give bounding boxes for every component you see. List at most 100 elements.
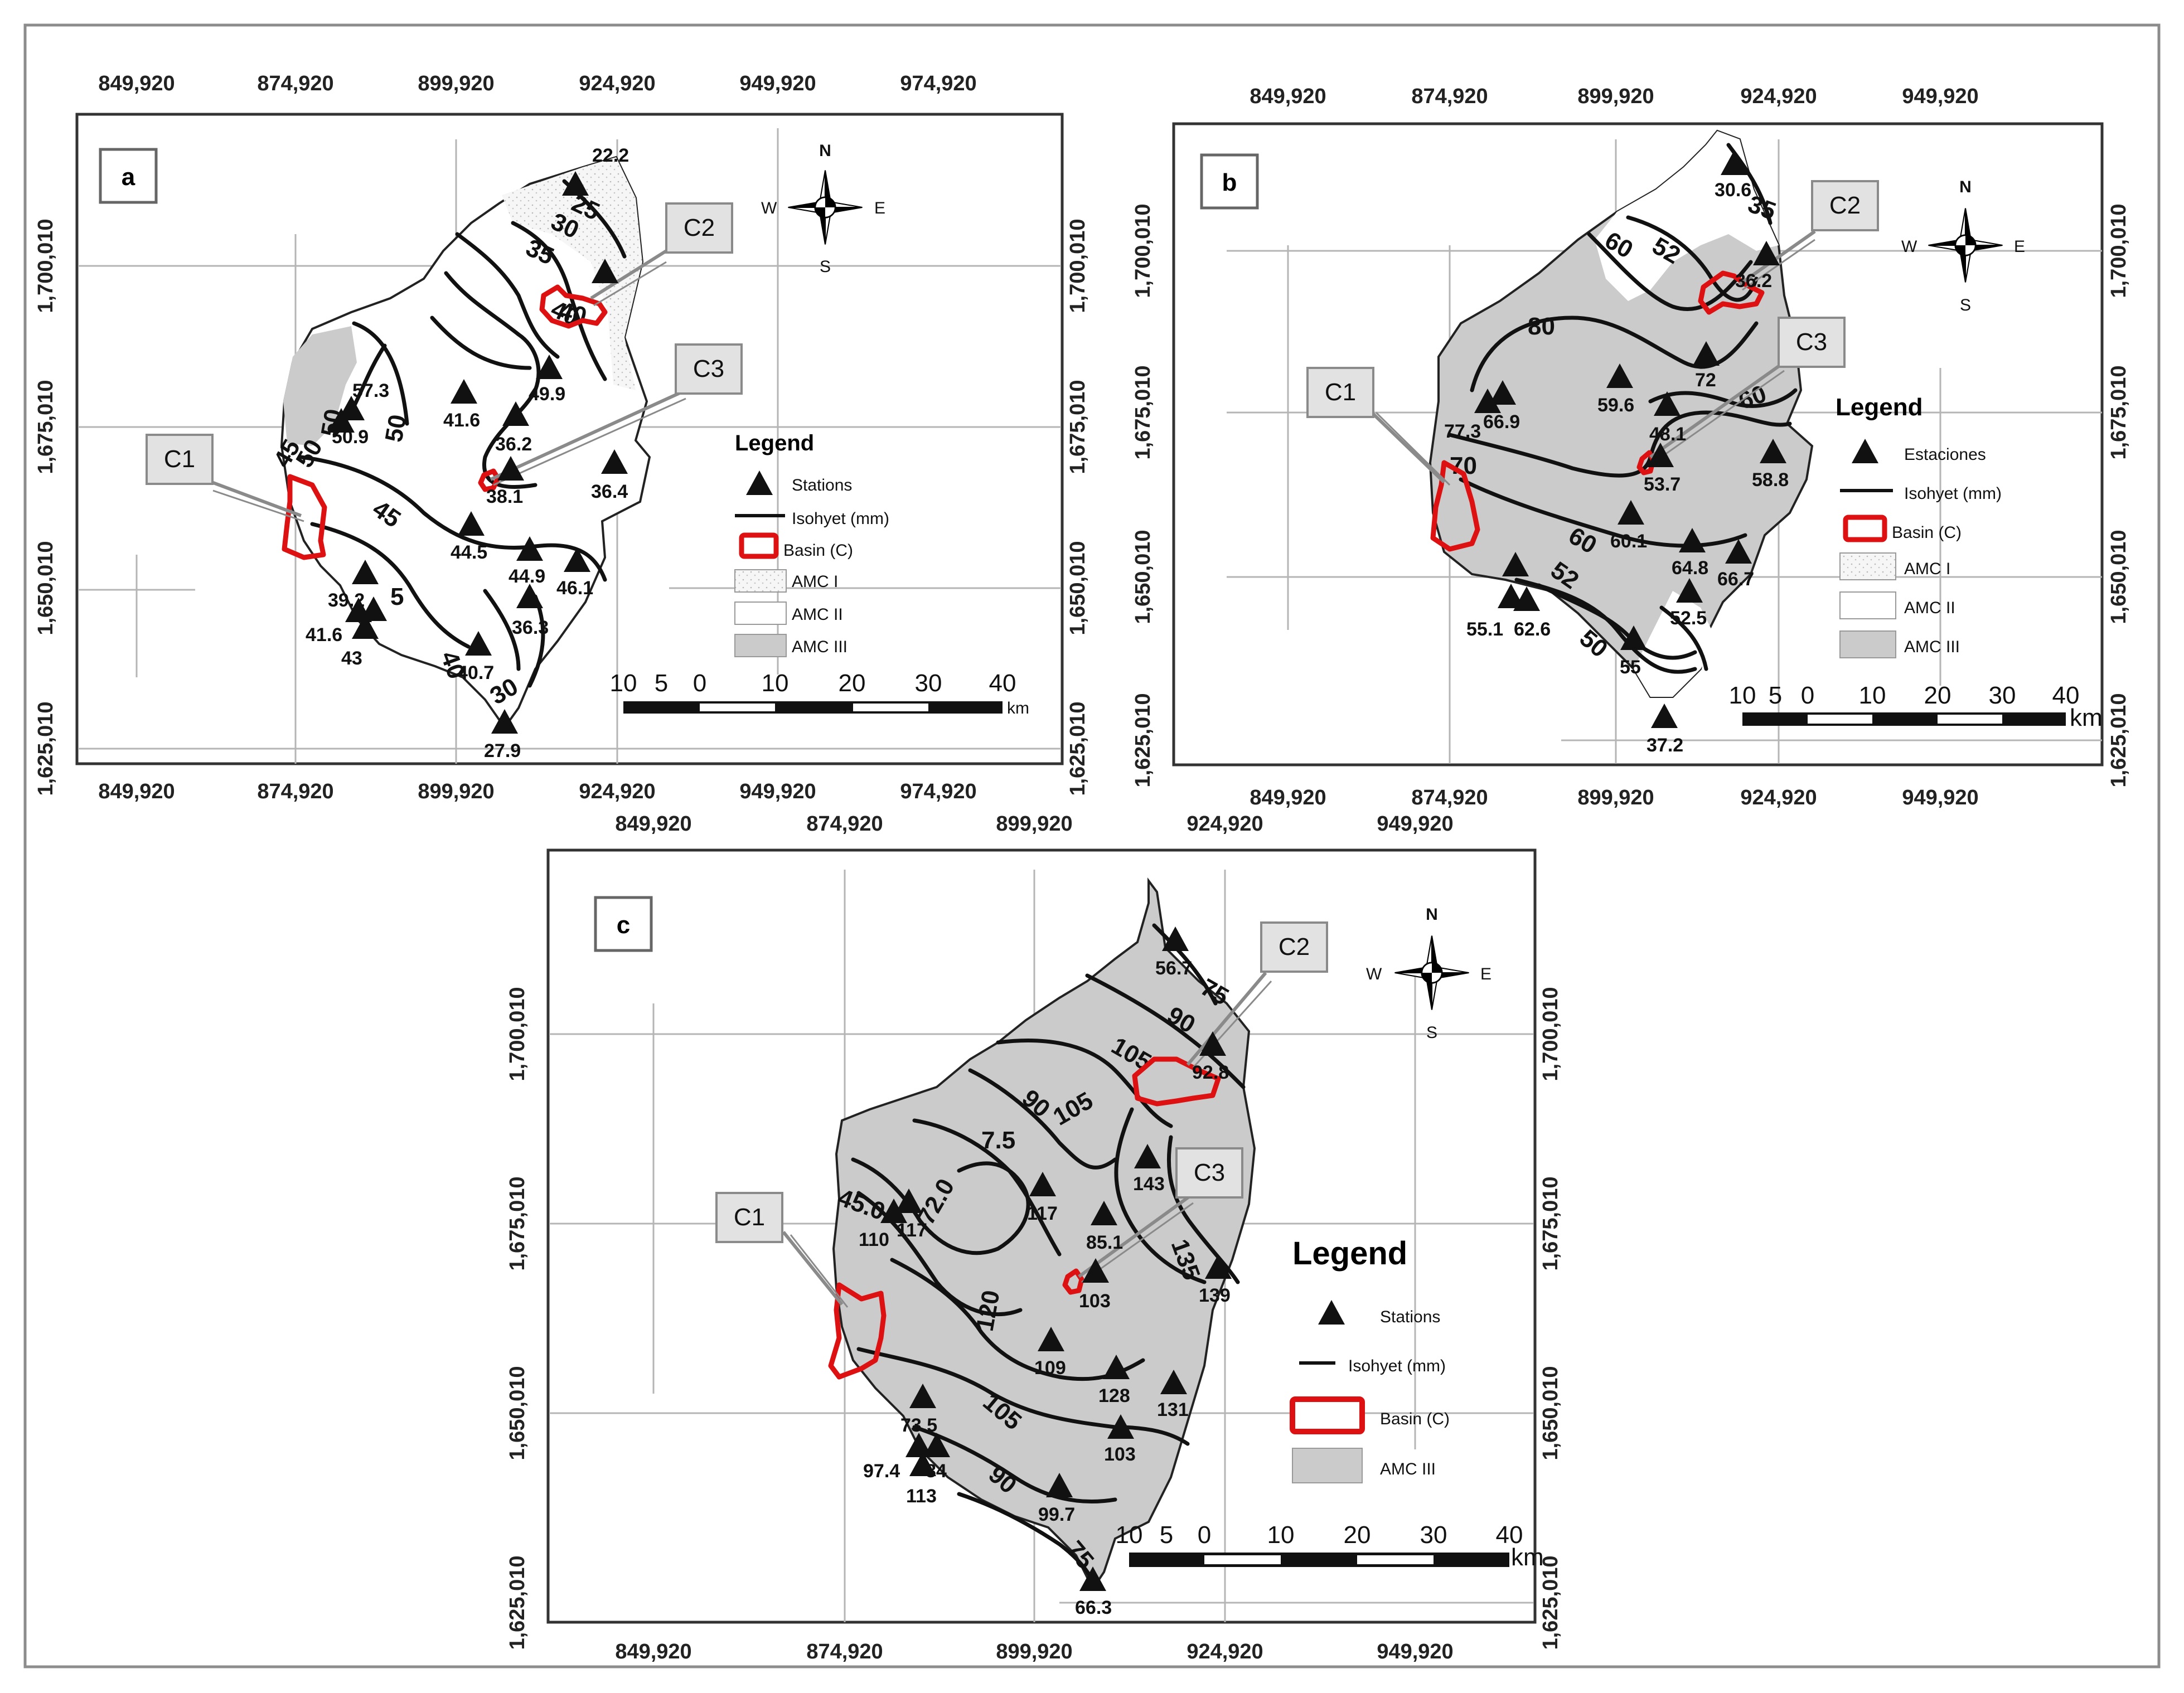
x-tick-top: 849,920 xyxy=(98,72,175,95)
callout-c2 xyxy=(1811,180,1879,231)
x-tick-top: 849,920 xyxy=(1250,85,1326,108)
x-tick-bottom: 849,920 xyxy=(98,780,175,803)
station-value: 72 xyxy=(1695,370,1716,391)
x-tick-top: 874,920 xyxy=(1411,85,1488,108)
panel-a-amc3-zone xyxy=(283,326,357,446)
scale-tick: 5 xyxy=(1769,682,1782,709)
x-tick-bottom: 949,920 xyxy=(1902,786,1978,809)
y-tick-left: 1,675,010 xyxy=(506,1176,529,1270)
x-tick-top: 974,920 xyxy=(900,72,976,95)
compass-w: W xyxy=(761,199,777,217)
basin-c2 xyxy=(1132,1056,1221,1107)
scale-tick: 40 xyxy=(989,670,1016,697)
basin-c1 xyxy=(828,1282,887,1380)
panel-b-basins xyxy=(1430,270,1765,552)
station-value: 58.8 xyxy=(1752,469,1789,491)
panel-b-label-box xyxy=(1200,153,1259,210)
station-value: 37.2 xyxy=(1647,735,1683,756)
callout-c1-label: C1 xyxy=(164,445,195,473)
scale-tick: 20 xyxy=(839,670,866,697)
basin-c3 xyxy=(1062,1268,1084,1295)
station-value: 103 xyxy=(1104,1444,1136,1465)
scale-tick: 40 xyxy=(2052,682,2080,709)
x-tick-bottom: 874,920 xyxy=(806,1640,883,1663)
station-value: 49.9 xyxy=(529,384,565,405)
station-value: 109 xyxy=(1034,1357,1066,1379)
legend-item: AMC III xyxy=(792,638,848,656)
compass-w: W xyxy=(1901,237,1917,256)
compass-w: W xyxy=(1366,965,1382,983)
scale-unit: km xyxy=(2070,704,2103,731)
x-tick-bottom: 849,920 xyxy=(1250,786,1326,809)
station-value: 27.9 xyxy=(484,740,521,761)
panel-b-watershed xyxy=(1428,129,1814,698)
legend-item: AMC II xyxy=(1904,599,1955,617)
x-tick-top: 924,920 xyxy=(579,72,655,95)
y-tick-left: 1,650,010 xyxy=(1131,530,1155,624)
station-value: 41.6 xyxy=(306,624,342,646)
station-value: 55 xyxy=(1620,657,1641,678)
basin-c2 xyxy=(539,284,608,329)
scale-tick: 30 xyxy=(1420,1521,1447,1549)
legend-item: Isohyet (mm) xyxy=(1348,1357,1446,1375)
y-tick-left: 1,700,010 xyxy=(34,219,57,313)
y-tick-right: 1,675,010 xyxy=(1066,380,1089,474)
station-value: 92.8 xyxy=(1192,1062,1229,1083)
station-value: 143 xyxy=(1133,1173,1165,1195)
isohyet-label: 80 xyxy=(1528,313,1555,340)
panel-b-scale-bar: 10 5 0 10 20 30 40 km xyxy=(1729,682,2103,731)
panel-b-coords: 849,920 874,920 899,920 924,920 949,920 … xyxy=(1131,85,2130,809)
compass-s: S xyxy=(820,258,831,276)
basin-c1 xyxy=(282,474,327,560)
station-value: 117 xyxy=(897,1220,927,1241)
legend-item: Stations xyxy=(792,476,852,494)
station-value: 103 xyxy=(1079,1291,1111,1312)
panel-c-basins xyxy=(828,1056,1221,1380)
x-tick-bottom: 924,920 xyxy=(1187,1640,1263,1663)
x-tick-top: 849,920 xyxy=(615,812,691,836)
station-value: 110 xyxy=(859,1229,889,1250)
scale-tick: 10 xyxy=(1267,1521,1295,1549)
scale-tick: 10 xyxy=(762,670,789,697)
compass-n: N xyxy=(819,142,831,160)
station-value: 62.6 xyxy=(1514,619,1551,640)
panel-a-coords: 849,920 874,920 899,920 924,920 949,920 … xyxy=(34,72,1089,803)
y-tick-left: 1,650,010 xyxy=(506,1366,529,1460)
x-tick-top: 874,920 xyxy=(257,72,333,95)
isohyet-label: 5 xyxy=(390,583,404,610)
station-value: 43 xyxy=(341,648,362,669)
station-value: 22.2 xyxy=(592,145,629,166)
x-tick-top: 949,920 xyxy=(1377,812,1453,836)
callout-c1-label: C1 xyxy=(1325,379,1356,406)
callout-c3-label: C3 xyxy=(1796,328,1827,356)
callout-c1-label: C1 xyxy=(734,1204,765,1231)
y-tick-right: 1,650,010 xyxy=(1539,1366,1562,1460)
legend-item: Basin (C) xyxy=(783,541,853,560)
station-value: 55.1 xyxy=(1466,619,1503,640)
y-tick-left: 1,675,010 xyxy=(1131,365,1155,459)
x-tick-bottom: 874,920 xyxy=(1411,786,1488,809)
scale-tick: 30 xyxy=(1989,682,2016,709)
callout-c2-label: C2 xyxy=(684,214,715,241)
x-tick-bottom: 974,920 xyxy=(900,780,976,803)
callout-c2-label: C2 xyxy=(1829,192,1861,219)
legend-item: AMC III xyxy=(1904,638,1960,656)
panel-c-stations: 56.7 92.8 143 117 85.1 110 117 103 139 1… xyxy=(859,926,1232,1618)
panel-c-scale-bar: 10 5 0 10 20 30 40 km xyxy=(1116,1521,1544,1571)
compass-e: E xyxy=(874,199,885,217)
station-value: 36.4 xyxy=(591,481,628,502)
compass-n: N xyxy=(1426,905,1438,924)
legend-item: AMC I xyxy=(1904,560,1950,578)
callout-c1 xyxy=(146,434,214,485)
y-tick-left: 1,625,010 xyxy=(34,701,57,795)
y-tick-left: 1,700,010 xyxy=(1131,203,1155,298)
station-value: 128 xyxy=(1098,1385,1130,1406)
station-value: 57.3 xyxy=(352,380,389,401)
legend-title: Legend xyxy=(1836,394,1922,421)
station-value: 99.7 xyxy=(1038,1504,1075,1525)
station-value: 73.5 xyxy=(900,1415,937,1436)
x-tick-bottom: 949,920 xyxy=(739,780,816,803)
station-value: 48.1 xyxy=(1649,424,1686,445)
panel-a-scale-bar: 10 5 0 10 20 30 40 km xyxy=(610,670,1029,717)
